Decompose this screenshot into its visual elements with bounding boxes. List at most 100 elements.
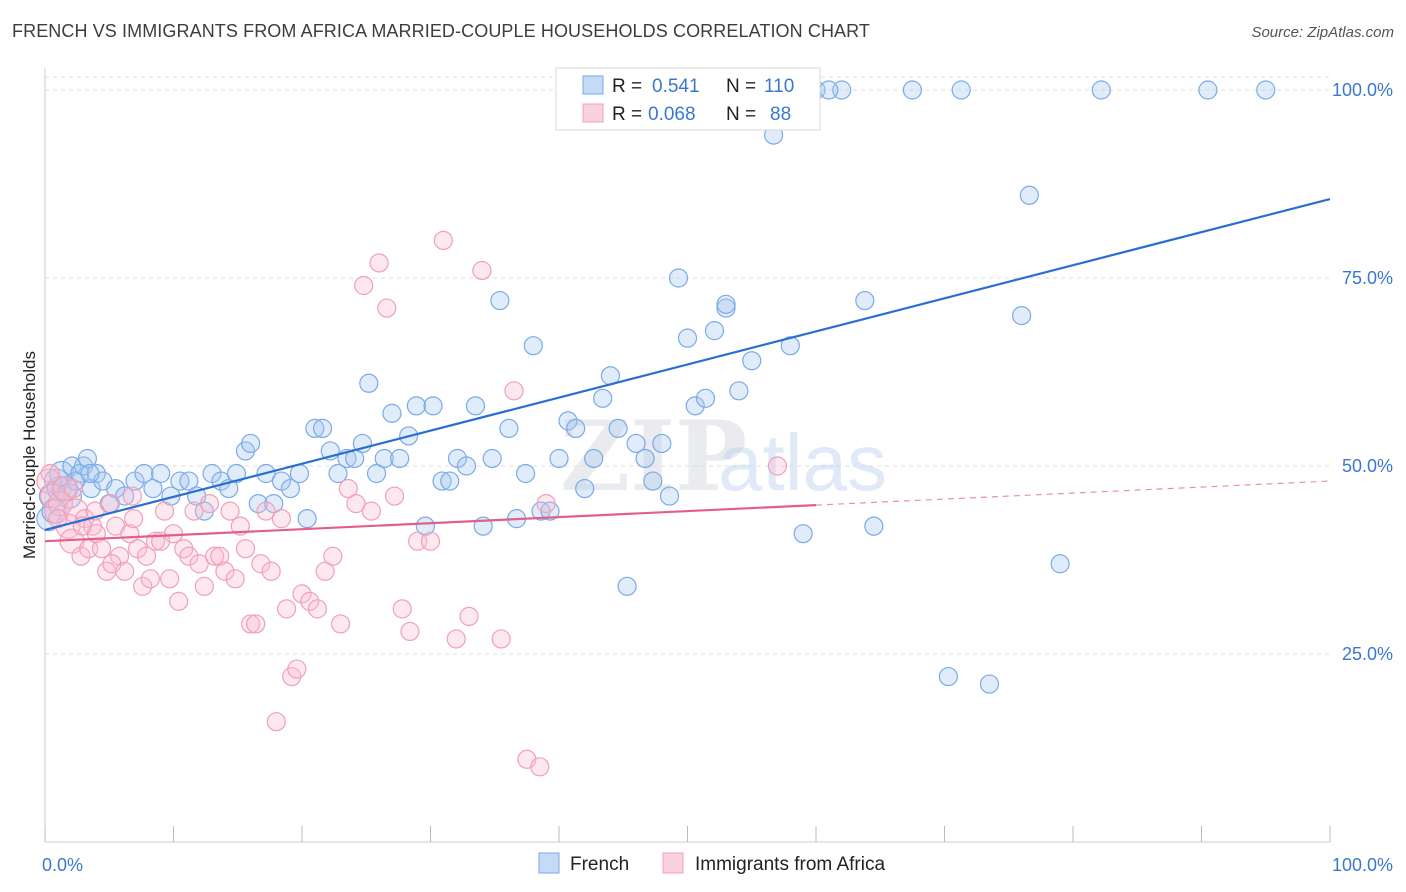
point-africa: [124, 509, 144, 529]
point-africa: [300, 591, 320, 611]
point-africa: [323, 546, 343, 566]
point-french: [855, 290, 875, 311]
point-french: [668, 268, 689, 288]
point-africa: [225, 569, 245, 589]
point-french: [366, 463, 387, 484]
point-french: [289, 463, 310, 484]
point-french: [490, 290, 510, 311]
point-french: [415, 516, 435, 536]
point-french: [1256, 80, 1276, 100]
bottom-legend-label-french: French: [570, 854, 629, 875]
point-africa: [163, 524, 184, 544]
point-africa: [199, 494, 220, 514]
legend-n-value-2: 88: [770, 104, 791, 125]
point-french: [742, 351, 762, 371]
y-tick-label: 50.0%: [1342, 456, 1393, 476]
point-french: [280, 478, 301, 499]
point-french: [499, 418, 519, 438]
stats-legend: R = 0.541 N = 110 R = 0.068 N = 88: [555, 67, 821, 131]
point-africa: [109, 546, 130, 566]
point-french: [677, 328, 698, 348]
point-africa: [256, 501, 276, 521]
point-french: [593, 388, 613, 408]
legend-r-value-1: 0.541: [652, 76, 700, 97]
point-french: [902, 80, 922, 100]
bottom-legend-label-africa: Immigrants from Africa: [695, 854, 885, 875]
point-french: [1198, 80, 1218, 100]
point-french: [695, 388, 716, 408]
legend-swatch-africa: [582, 103, 604, 123]
point-french: [328, 463, 348, 484]
point-africa: [210, 546, 230, 566]
point-africa: [102, 554, 122, 574]
point-africa: [154, 501, 175, 521]
point-french: [406, 396, 426, 416]
point-africa: [184, 501, 204, 521]
point-africa: [140, 569, 160, 589]
point-french: [80, 463, 100, 484]
y-tick-label: 25.0%: [1342, 644, 1393, 664]
point-africa: [179, 546, 199, 566]
y-tick-label: 100.0%: [1332, 80, 1393, 100]
point-french: [864, 516, 884, 536]
point-french: [1011, 306, 1032, 326]
watermark-atlas: atlas: [718, 418, 887, 507]
tick-labels: 25.0% 50.0% 75.0% 100.0% 0.0% 100.0%: [42, 80, 1393, 875]
point-french: [77, 448, 98, 469]
point-africa: [307, 599, 328, 619]
point-africa: [40, 463, 60, 484]
y-tick-label: 75.0%: [1342, 268, 1393, 288]
point-french: [482, 448, 502, 469]
point-french: [390, 448, 410, 469]
point-africa: [361, 501, 381, 521]
x-tick-label: 100.0%: [1332, 855, 1393, 875]
point-french: [780, 336, 800, 356]
point-french: [685, 396, 705, 416]
point-africa: [215, 561, 235, 581]
point-africa: [160, 569, 180, 589]
bottom-legend-swatch-africa: [662, 852, 684, 874]
point-africa: [36, 468, 62, 494]
legend-n-label-1: N =: [726, 76, 756, 97]
trend-line-africa: [44, 504, 817, 543]
point-french: [635, 448, 655, 469]
point-africa: [271, 509, 292, 529]
watermark: ZIP atlas: [560, 400, 887, 513]
trend-lines: [44, 197, 1331, 543]
axes: [44, 68, 1331, 843]
point-africa: [251, 554, 271, 574]
point-africa: [276, 599, 297, 619]
point-africa: [530, 757, 550, 777]
point-africa: [71, 546, 91, 566]
point-africa: [354, 275, 374, 296]
point-africa: [330, 614, 351, 634]
point-french: [584, 448, 604, 469]
point-french: [951, 80, 971, 100]
point-africa: [346, 494, 366, 514]
point-africa: [246, 614, 266, 634]
point-french: [608, 418, 628, 438]
point-africa: [136, 546, 157, 566]
point-french: [432, 471, 452, 491]
scatter-points: [36, 80, 1276, 777]
point-africa: [122, 486, 142, 506]
point-africa: [189, 554, 209, 574]
point-french: [305, 418, 325, 438]
bottom-legend: French Immigrants from Africa: [538, 852, 885, 875]
point-africa: [472, 260, 492, 281]
point-french: [793, 524, 813, 544]
point-africa: [205, 546, 225, 566]
point-africa: [266, 712, 286, 732]
chart-source: Source: ZipAtlas.com: [1251, 24, 1394, 41]
point-africa: [315, 561, 335, 581]
point-africa: [287, 659, 307, 679]
point-french: [729, 381, 749, 401]
point-africa: [63, 478, 83, 499]
point-africa: [47, 491, 74, 517]
point-french: [264, 494, 284, 514]
point-french: [549, 448, 569, 469]
point-french: [566, 418, 586, 438]
point-africa: [377, 298, 397, 318]
point-french: [151, 463, 171, 484]
